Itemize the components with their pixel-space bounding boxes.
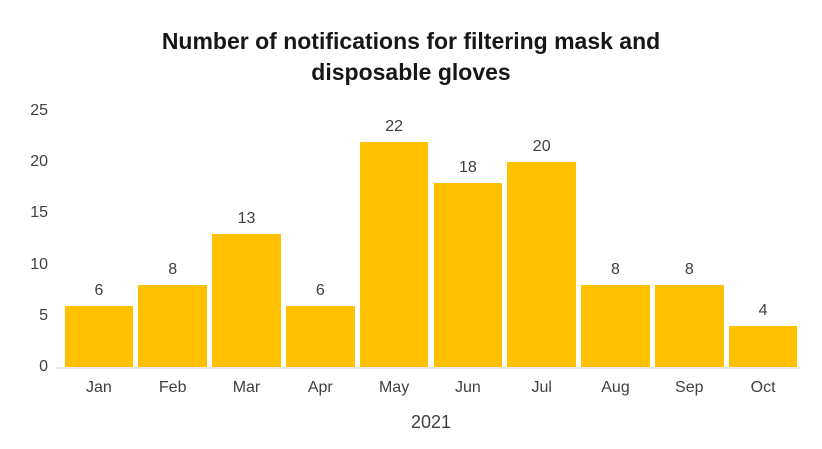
y-tick-label: 20 <box>30 153 48 171</box>
bar-may <box>359 141 429 367</box>
y-tick-label: 10 <box>30 255 48 273</box>
x-axis-line <box>56 367 800 369</box>
y-tick-label: 0 <box>39 358 48 375</box>
x-tick-label: Apr <box>307 379 333 396</box>
bar-value-label: 22 <box>385 117 403 135</box>
bar-value-label: 8 <box>684 261 694 279</box>
plot-area: 6 8 13 6 22 18 20 8 8 4 <box>56 111 800 369</box>
bar-apr <box>285 305 355 367</box>
bar-value-label: 8 <box>168 261 178 279</box>
x-tick-label: Jan <box>86 379 112 396</box>
bar-jul <box>507 162 577 367</box>
x-axis-title: 2021 <box>410 412 452 432</box>
x-tick-label: Mar <box>232 379 261 396</box>
x-tick-label: Aug <box>601 379 630 396</box>
bar-value-label: 20 <box>532 138 551 156</box>
y-tick-label: 25 <box>30 102 48 119</box>
x-tick-label: Jun <box>455 379 481 396</box>
x-tick-label: May <box>378 379 410 396</box>
bar-value-label: 6 <box>94 281 104 299</box>
chart-title: Number of notifications for filtering ma… <box>161 28 661 85</box>
x-tick-label: Oct <box>750 379 776 396</box>
bar-value-label: 13 <box>237 209 256 227</box>
bar-aug <box>581 285 650 367</box>
bar-sep <box>654 285 724 367</box>
x-axis: Jan Feb Mar Apr May Jun Jul Aug Sep Oct <box>62 378 800 398</box>
bar-value-label: 8 <box>611 261 620 279</box>
x-tick-label: Sep <box>675 379 704 396</box>
y-tick-label: 15 <box>30 204 48 222</box>
y-axis: 0 5 10 15 20 25 <box>0 102 48 375</box>
bar-feb <box>138 285 208 367</box>
bar-value-label: 18 <box>459 158 477 176</box>
bar-oct <box>728 326 798 367</box>
bar-jun <box>433 182 503 367</box>
bar-jan <box>64 305 134 367</box>
x-tick-label: Feb <box>158 379 187 396</box>
bar-value-label: 4 <box>758 302 768 320</box>
y-tick-label: 5 <box>39 306 48 324</box>
bar-mar <box>212 233 281 367</box>
x-tick-label: Jul <box>531 379 552 396</box>
bar-value-label: 6 <box>315 281 325 299</box>
